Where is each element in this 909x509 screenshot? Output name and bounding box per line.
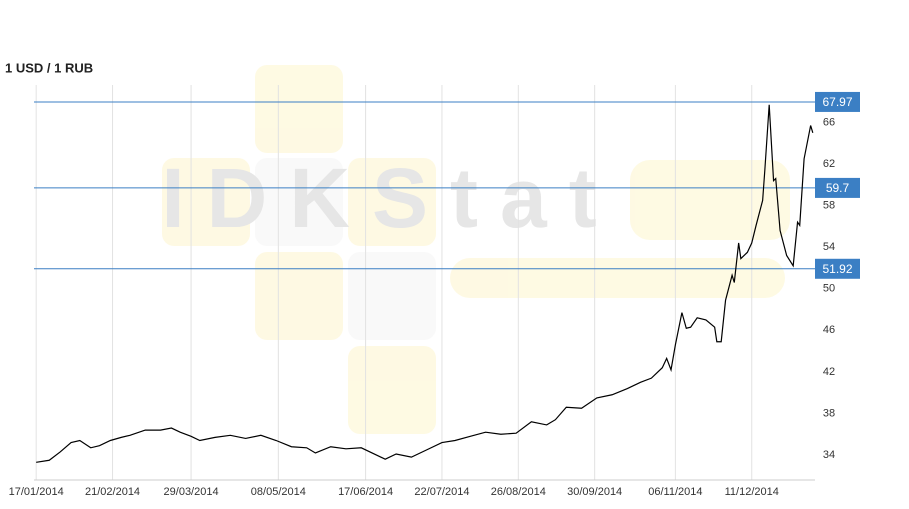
watermark-tile [348,252,436,340]
watermark-tile [255,158,343,246]
watermark-bar [450,258,785,298]
series-line [36,104,814,463]
watermark-tile [348,158,436,246]
watermark-tile [255,252,343,340]
watermark-tile [162,158,250,246]
x-tick-label: 17/06/2014 [338,486,393,498]
reference-label-box [815,91,860,112]
watermark-tile [255,65,343,153]
x-tick-label: 22/07/2014 [414,486,469,498]
watermark-text: IDKStat [161,151,618,245]
x-tick-label: 08/05/2014 [251,486,306,498]
x-tick-label: 17/01/2014 [9,486,64,498]
reference-label-box [815,258,860,279]
y-tick-label: 46 [823,324,835,336]
watermark-group: IDKStat [161,65,790,434]
y-tick-label: 54 [823,241,835,253]
reference-label: 59.7 [826,181,850,195]
x-tick-label: 29/03/2014 [164,486,219,498]
y-tick-label: 42 [823,366,835,378]
x-tick-label: 21/02/2014 [85,486,140,498]
x-tick-label: 26/08/2014 [491,486,546,498]
x-tick-label: 11/12/2014 [725,486,779,498]
watermark-bar [630,160,790,240]
y-tick-label: 38 [823,407,835,419]
y-tick-label: 50 [823,283,835,295]
y-tick-label: 34 [823,449,835,461]
reference-label-box [815,177,860,198]
reference-label: 67.97 [822,95,852,109]
x-tick-label: 30/09/2014 [567,486,622,498]
watermark-tile [348,346,436,434]
y-tick-label: 58 [823,199,835,211]
y-tick-label: 62 [823,158,835,170]
reference-label: 51.92 [822,262,852,276]
y-tick-label: 66 [823,116,835,128]
chart-title: 1 USD / 1 RUB [5,60,93,75]
x-tick-label: 06/11/2014 [648,486,702,498]
